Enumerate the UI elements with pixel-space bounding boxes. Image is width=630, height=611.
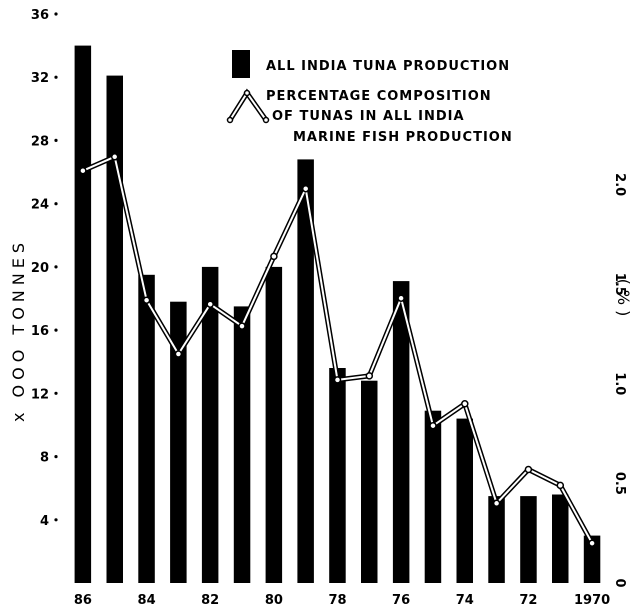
point-1974 [461, 400, 469, 408]
point-1979 [301, 184, 310, 193]
x-tick-86: 86 [74, 593, 92, 608]
right-tick-0.5: 0.5 [612, 472, 627, 495]
point-1978 [333, 376, 342, 384]
point-1986 [79, 166, 87, 175]
right-tick-2.0: 2.0 [612, 173, 627, 196]
bar-1974 [456, 418, 473, 583]
bar-1972 [520, 496, 537, 583]
point-1972 [524, 465, 533, 474]
left-tick-dot-36 [54, 12, 58, 16]
bar-1986 [74, 45, 92, 584]
right-axis-ticks: 0 0.5 1.0 1.5 2.0 [612, 173, 627, 587]
bar-1983 [170, 301, 187, 583]
left-tick-dot-20 [54, 265, 58, 269]
line-series [79, 153, 596, 547]
point-1983 [174, 350, 183, 358]
left-tick-dot-4 [54, 518, 58, 522]
bar-1977 [361, 380, 378, 583]
bar-series [74, 45, 601, 584]
point-1975 [429, 421, 437, 430]
point-1970 [588, 539, 596, 547]
bar-1985 [106, 75, 123, 583]
legend: ALL INDIA TUNA PRODUCTION PERCENTAGE COM… [226, 50, 513, 145]
left-tick-20: 20 [31, 261, 49, 276]
x-tick-82: 82 [201, 593, 219, 608]
left-tick-dot-28 [54, 138, 58, 142]
bar-1982 [201, 266, 219, 583]
x-tick-84: 84 [138, 593, 156, 608]
bar-1976 [392, 281, 410, 583]
bar-1981 [233, 306, 251, 583]
bar-1979 [297, 159, 314, 583]
legend-bar-label: ALL INDIA TUNA PRODUCTION [266, 59, 510, 74]
bar-1970 [583, 535, 601, 583]
bar-1973 [488, 496, 505, 583]
legend-bar-swatch [232, 50, 250, 78]
left-tick-12: 12 [31, 387, 49, 402]
right-tick-1.0: 1.0 [612, 372, 627, 395]
left-tick-4: 4 [40, 514, 49, 529]
right-axis-title: (%) [614, 279, 630, 322]
point-1984 [142, 296, 151, 304]
point-1982 [206, 300, 214, 308]
legend-line-label-2: OF TUNAS IN ALL INDIA [272, 109, 465, 124]
point-1981 [238, 322, 246, 330]
left-tick-dot-32 [54, 75, 58, 79]
left-tick-dot-24 [54, 202, 58, 206]
x-axis-ticks: 86 84 82 80 78 76 74 72 1970 [74, 593, 610, 608]
legend-line-label-3: MARINE FISH PRODUCTION [293, 130, 513, 145]
x-tick-1970: 1970 [574, 593, 610, 608]
right-tick-0: 0 [612, 578, 627, 587]
left-tick-16: 16 [31, 324, 49, 339]
point-1985 [110, 153, 119, 161]
left-tick-dot-16 [54, 328, 58, 332]
bar-1975 [424, 410, 442, 583]
bar-1984 [138, 274, 155, 583]
left-tick-32: 32 [31, 71, 49, 86]
left-tick-8: 8 [40, 451, 49, 466]
left-tick-36: 36 [31, 8, 49, 23]
bar-1971 [552, 494, 569, 583]
x-tick-72: 72 [519, 593, 537, 608]
left-axis-ticks: 4 8 12 16 20 24 28 32 36 [31, 8, 58, 529]
point-1980 [270, 252, 278, 261]
x-tick-74: 74 [456, 593, 474, 608]
right-tick-1.5: 1.5 [612, 273, 627, 296]
left-tick-24: 24 [31, 198, 49, 213]
x-tick-80: 80 [265, 593, 283, 608]
left-axis-title: x OOO TONNES [9, 238, 28, 422]
legend-line-swatch [226, 88, 270, 124]
point-1976 [397, 294, 405, 302]
x-tick-76: 76 [392, 593, 410, 608]
point-1973 [492, 499, 501, 508]
legend-line-label-1: PERCENTAGE COMPOSITION [266, 89, 492, 104]
bar-1978 [329, 368, 346, 583]
left-tick-dot-8 [54, 455, 58, 459]
left-tick-dot-12 [54, 391, 58, 395]
x-tick-78: 78 [328, 593, 346, 608]
left-tick-28: 28 [31, 134, 49, 149]
point-1977 [365, 372, 374, 380]
point-1971 [556, 481, 565, 490]
bar-1980 [265, 266, 283, 583]
